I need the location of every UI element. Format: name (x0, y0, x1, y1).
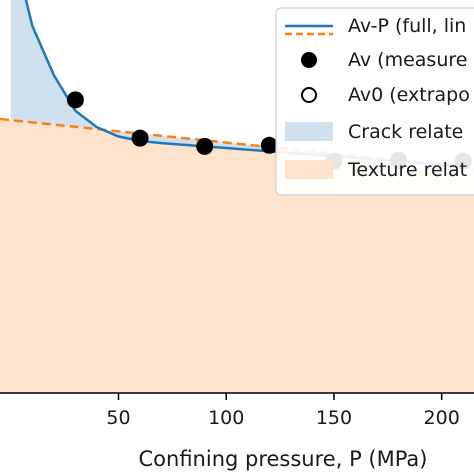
x-tick-label: 100 (208, 407, 244, 429)
av-measured-point (131, 129, 149, 147)
x-tick-label: 150 (316, 407, 352, 429)
x-axis-label: Confining pressure, P (MPa) (139, 447, 428, 471)
legend: Av-P (full, lin Av (measure Av0 (extrapo Cr… (275, 7, 474, 196)
legend-label: Av-P (full, lin (348, 15, 466, 37)
legend-patch-icon (285, 122, 333, 141)
legend-label: Av (measure (348, 49, 467, 71)
x-axis: 50 100 150 200 (0, 392, 474, 429)
legend-label: Crack relate (348, 121, 463, 143)
legend-label: Texture relat (347, 159, 467, 181)
legend-label: Av0 (extrapo (348, 84, 470, 106)
legend-open-circle-icon (301, 87, 317, 103)
x-tick-label: 200 (424, 407, 460, 429)
legend-patch-icon (285, 160, 333, 179)
av-measured-point (196, 137, 214, 155)
legend-filled-circle-icon (301, 52, 317, 68)
av-measured-point (66, 91, 84, 109)
x-tick-label: 50 (106, 407, 130, 429)
av-measured-point (260, 136, 278, 154)
legend-box (275, 7, 474, 196)
